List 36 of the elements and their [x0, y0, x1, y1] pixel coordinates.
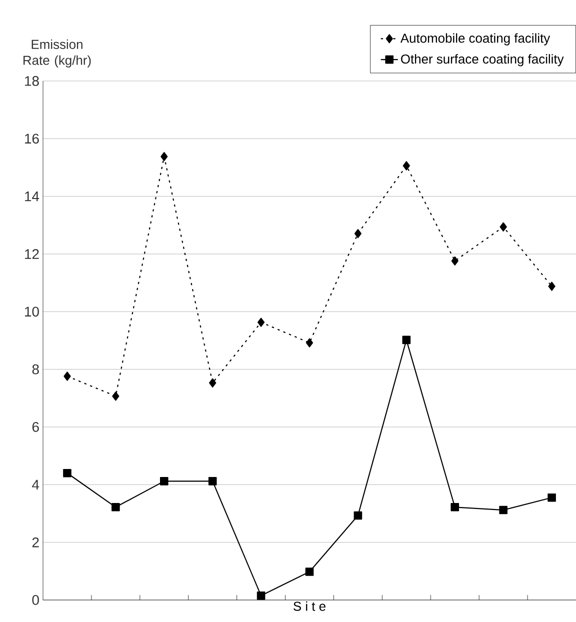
y-tick-label: 16: [24, 134, 39, 144]
y-tick-label: 18: [24, 76, 39, 86]
point: [256, 592, 266, 600]
point: [62, 468, 72, 478]
point: [402, 336, 410, 344]
point: [548, 493, 556, 502]
point: [208, 477, 217, 486]
y-tick-label: 6: [32, 422, 39, 432]
point: [354, 228, 362, 238]
point: [354, 511, 362, 520]
point: [160, 477, 168, 486]
y-tick-label: 2: [32, 537, 39, 548]
point: [208, 378, 216, 388]
point: [64, 372, 71, 381]
y-tick-label: 4: [32, 480, 39, 490]
y-tick-label: 12: [24, 249, 39, 259]
point: [306, 338, 313, 348]
point: [499, 506, 508, 514]
y-tick-label: 0: [32, 595, 39, 605]
legend-label: Automobile coating facility: [400, 33, 550, 46]
point: [111, 503, 120, 512]
y-tick-label: 14: [24, 192, 39, 202]
y-tick-label: 10: [24, 306, 39, 317]
point: [160, 152, 168, 162]
point: [500, 222, 507, 232]
point: [450, 503, 459, 512]
point: [451, 256, 458, 266]
y-axis-title: Emission Rate (kg/hr): [23, 39, 91, 68]
point: [305, 568, 314, 576]
y-tick-label: 8: [32, 364, 39, 374]
legend-label: Other surface coating facility: [400, 54, 564, 66]
point: [257, 318, 265, 327]
point: [402, 161, 410, 170]
point: [112, 392, 120, 401]
point: [548, 282, 556, 291]
x-axis-title: S i t e: [293, 601, 326, 611]
